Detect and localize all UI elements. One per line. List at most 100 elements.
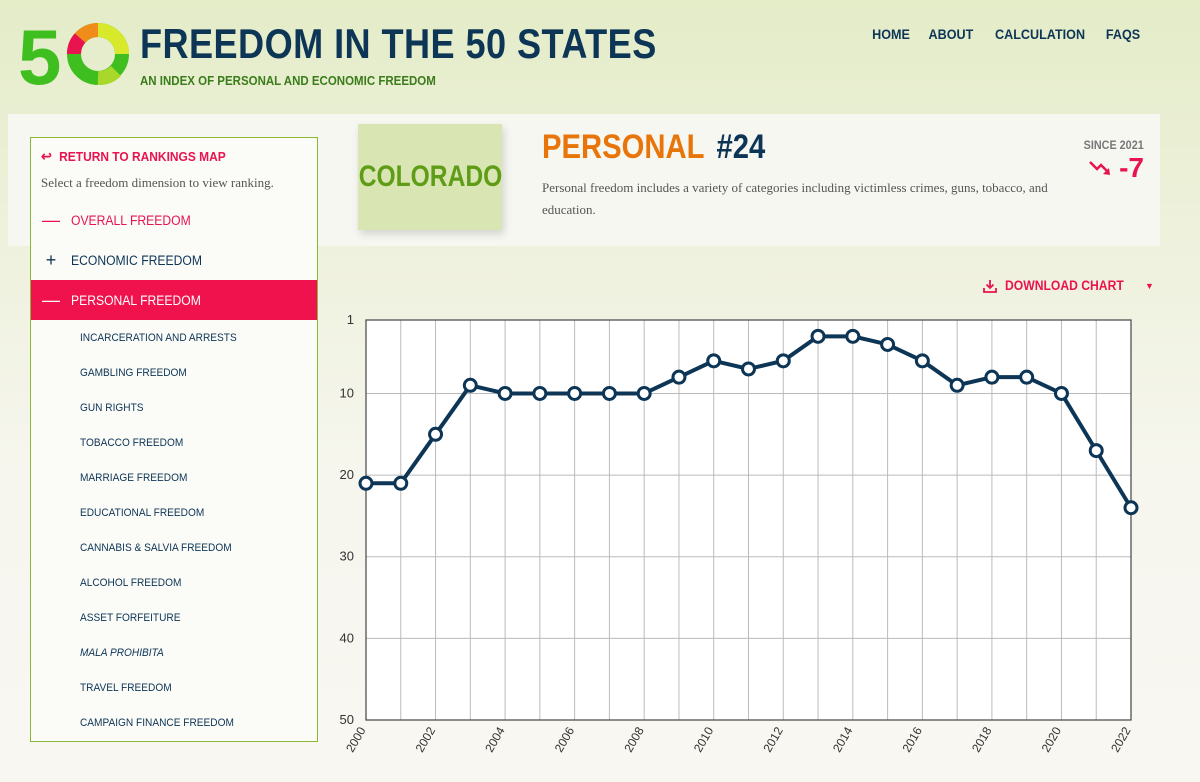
x-tick-label: 2010 (691, 724, 717, 754)
download-label: DOWNLOAD CHART (1005, 278, 1124, 293)
list-item-label: MARRIAGE FREEDOM (80, 471, 188, 484)
data-point (428, 426, 444, 442)
data-point (532, 385, 548, 401)
return-link-label: RETURN TO RANKINGS MAP (59, 149, 226, 164)
menu-economic-freedom[interactable]: + ECONOMIC FREEDOM (31, 240, 317, 280)
y-tick-label: 50 (340, 712, 354, 727)
x-tick-label: 2018 (969, 724, 995, 754)
x-tick-label: 2002 (413, 724, 439, 754)
nav-faqs[interactable]: FAQS (1105, 26, 1141, 42)
subcategory-cannabis[interactable]: CANNABIS & SALVIA FREEDOM (31, 530, 317, 565)
data-point (671, 369, 687, 385)
subcategory-alcohol[interactable]: ALCOHOL FREEDOM (31, 565, 317, 600)
download-chart-button[interactable]: DOWNLOAD CHART ▼ (983, 278, 1154, 293)
site-subtitle: AN INDEX OF PERSONAL AND ECONOMIC FREEDO… (140, 74, 436, 88)
list-item-label: CANNABIS & SALVIA FREEDOM (80, 541, 232, 554)
data-point (567, 385, 583, 401)
data-point (949, 377, 965, 393)
data-point (1019, 369, 1035, 385)
x-tick-label: 2014 (830, 724, 856, 754)
select-hint: Select a freedom dimension to view ranki… (41, 175, 274, 190)
subcategory-gambling[interactable]: GAMBLING FREEDOM (31, 355, 317, 390)
personal-subcategory-list: INCARCERATION AND ARRESTS GAMBLING FREED… (31, 320, 317, 740)
subcategory-gun-rights[interactable]: GUN RIGHTS (31, 390, 317, 425)
list-item-label: CAMPAIGN FINANCE FREEDOM (80, 716, 234, 729)
data-point (914, 353, 930, 369)
data-point (741, 361, 756, 377)
y-tick-label: 1 (347, 312, 354, 327)
data-point (984, 369, 1000, 385)
x-tick-label: 2022 (1108, 724, 1134, 754)
menu-overall-label: OVERALL FREEDOM (71, 212, 191, 228)
site-title[interactable]: FREEDOM IN THE 50 STATES (140, 20, 657, 67)
data-point (497, 385, 513, 401)
plus-icon: + (45, 249, 57, 270)
y-tick-label: 20 (340, 467, 354, 482)
dimension-description: Personal freedom includes a variety of c… (542, 180, 1048, 217)
x-tick-label: 2020 (1039, 724, 1065, 754)
data-point (462, 377, 478, 393)
top-nav: HOME ABOUT CALCULATION FAQS (870, 26, 1142, 42)
site-logo[interactable]: 5 (18, 13, 130, 101)
data-point (1088, 443, 1104, 459)
state-shape: COLORADO (358, 124, 502, 230)
subcategory-asset-forfeiture[interactable]: ASSET FORFEITURE (31, 600, 317, 635)
dimension-rank: #24 (716, 128, 766, 166)
logo-five: 5 (18, 18, 61, 88)
list-item-label: TRAVEL FREEDOM (80, 681, 172, 694)
minus-icon: — (42, 209, 60, 230)
since-label: SINCE 2021 (1083, 138, 1144, 152)
dimension-name: PERSONAL (542, 128, 705, 166)
list-item-label: ASSET FORFEITURE (80, 611, 181, 624)
nav-calculation[interactable]: CALCULATION (994, 26, 1085, 42)
subcategory-tobacco[interactable]: TOBACCO FREEDOM (31, 425, 317, 460)
minus-icon: — (42, 289, 60, 310)
arrow-left-icon: ↩ (41, 148, 52, 164)
data-point (601, 385, 617, 401)
subcategory-incarceration[interactable]: INCARCERATION AND ARRESTS (31, 320, 317, 355)
list-item-label: GAMBLING FREEDOM (80, 366, 187, 379)
data-point (775, 353, 791, 369)
data-point (636, 385, 652, 401)
y-tick-label: 40 (340, 630, 354, 645)
list-item-label: MALA PROHIBITA (80, 646, 164, 659)
menu-personal-freedom[interactable]: — PERSONAL FREEDOM (31, 280, 317, 320)
data-point (1123, 500, 1139, 516)
subcategory-travel[interactable]: TRAVEL FREEDOM (31, 670, 317, 705)
list-item-label: GUN RIGHTS (80, 401, 144, 414)
y-tick-label: 10 (340, 385, 354, 400)
rank-change: -7 (1089, 152, 1144, 184)
plot-border (365, 319, 1132, 721)
data-point (845, 328, 861, 344)
subcategory-mala-prohibita[interactable]: MALA PROHIBITA (31, 635, 317, 670)
caret-down-icon: ▼ (1144, 280, 1154, 291)
x-tick-label: 2000 (343, 724, 369, 754)
dimension-sidebar: ↩ RETURN TO RANKINGS MAP Select a freedom… (30, 137, 318, 742)
data-point (880, 336, 896, 352)
data-point (358, 475, 374, 491)
menu-overall-freedom[interactable]: — OVERALL FREEDOM (31, 200, 317, 240)
data-point (706, 353, 722, 369)
menu-economic-label: ECONOMIC FREEDOM (71, 252, 202, 268)
subcategory-educational[interactable]: EDUCATIONAL FREEDOM (31, 495, 317, 530)
state-name: COLORADO (358, 160, 502, 193)
data-point (393, 475, 409, 491)
subcategory-campaign-finance[interactable]: CAMPAIGN FINANCE FREEDOM (31, 705, 317, 740)
rank-change-value: -7 (1119, 152, 1144, 183)
nav-about[interactable]: ABOUT (928, 26, 974, 42)
dimension-title: PERSONAL #24 (542, 128, 765, 167)
list-item-label: ALCOHOL FREEDOM (80, 576, 182, 589)
logo-donut-icon (66, 22, 129, 85)
nav-home[interactable]: HOME (872, 26, 910, 42)
trend-down-icon (1089, 161, 1111, 175)
list-item-label: TOBACCO FREEDOM (80, 436, 184, 449)
list-item-label: EDUCATIONAL FREEDOM (80, 506, 205, 519)
x-tick-label: 2016 (899, 724, 925, 754)
x-tick-label: 2006 (552, 724, 578, 754)
download-icon (983, 279, 997, 293)
x-tick-label: 2012 (760, 724, 786, 754)
x-tick-label: 2008 (621, 724, 647, 754)
return-to-map-link[interactable]: ↩ RETURN TO RANKINGS MAP (41, 148, 226, 165)
subcategory-marriage[interactable]: MARRIAGE FREEDOM (31, 460, 317, 495)
